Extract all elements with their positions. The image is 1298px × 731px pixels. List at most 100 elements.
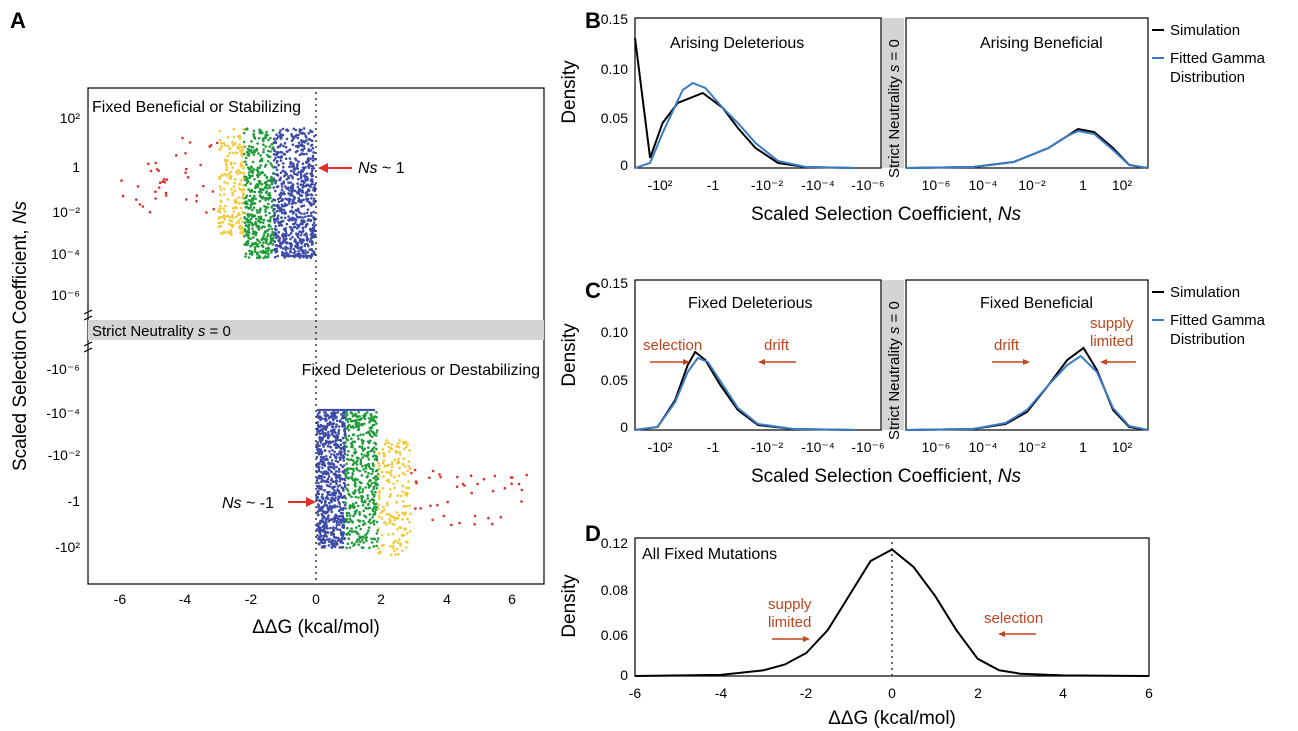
scatter-point (361, 546, 365, 549)
scatter-point (375, 486, 379, 490)
scatter-point (245, 181, 249, 185)
scatter-point (282, 238, 286, 241)
scatter-point (273, 221, 277, 224)
scatter-point (341, 545, 345, 549)
scatter-point (342, 489, 345, 492)
scatter-point (296, 173, 299, 177)
panel-a-y-ticks: 10² 1 10⁻² 10⁻⁴ 10⁻⁶ -10⁻⁶ -10⁻⁴ -10⁻² -… (46, 110, 80, 555)
scatter-point (419, 507, 423, 510)
scatter-point (360, 538, 364, 542)
scatter-point (275, 204, 279, 208)
scatter-point (324, 510, 328, 514)
scatter-point (312, 197, 316, 201)
scatter-point (362, 519, 365, 523)
scatter-point (237, 225, 241, 229)
scatter-point (264, 145, 268, 148)
scatter-point (406, 491, 409, 495)
scatter-point (380, 470, 384, 474)
scatter-point (278, 209, 281, 213)
scatter-point (301, 227, 305, 230)
scatter-point (241, 184, 245, 187)
scatter-point (239, 171, 242, 175)
scatter-point (392, 482, 395, 486)
scatter-point (325, 458, 328, 461)
panel-b-xtick: 10² (1112, 177, 1133, 193)
scatter-point (337, 428, 341, 432)
scatter-point (317, 481, 320, 485)
scatter-point (322, 455, 326, 459)
scatter-point (265, 130, 268, 134)
scatter-point (357, 543, 360, 546)
scatter-point (242, 172, 246, 175)
scatter-point (331, 440, 335, 443)
scatter-point (338, 528, 342, 532)
scatter-point (401, 484, 405, 488)
scatter-point (141, 205, 145, 208)
scatter-point (315, 496, 319, 499)
scatter-point (268, 186, 272, 189)
scatter-point (473, 523, 476, 526)
scatter-point (289, 231, 293, 235)
scatter-point (503, 486, 507, 490)
scatter-point (285, 172, 289, 176)
scatter-point (251, 160, 255, 164)
scatter-point (253, 246, 257, 249)
scatter-point (268, 220, 272, 223)
scatter-point (229, 223, 233, 227)
scatter-point (258, 187, 262, 191)
scatter-point (366, 503, 370, 507)
scatter-point (346, 413, 349, 416)
scatter-point (371, 516, 375, 519)
scatter-point (408, 449, 411, 452)
scatter-point (360, 423, 364, 426)
scatter-point (294, 221, 297, 225)
scatter-point (280, 182, 284, 185)
scatter-point (398, 538, 401, 541)
scatter-point (319, 460, 323, 464)
scatter-point (311, 165, 315, 168)
scatter-point (352, 478, 355, 482)
scatter-point (262, 139, 265, 143)
scatter-point (288, 254, 292, 258)
scatter-point (309, 149, 313, 152)
scatter-point (431, 518, 434, 522)
scatter-point (407, 465, 410, 468)
scatter-point (282, 254, 286, 258)
panel-c-ytick: 0.05 (601, 372, 628, 388)
scatter-point (232, 224, 235, 227)
scatter-point (301, 250, 305, 253)
scatter-point (274, 225, 278, 228)
scatter-point (294, 245, 298, 249)
scatter-point (436, 503, 439, 507)
scatter-point (372, 487, 375, 491)
scatter-point (246, 212, 250, 216)
scatter-point (278, 131, 281, 135)
panel-c-annotation-drift-right: drift (994, 337, 1020, 354)
scatter-point (358, 513, 362, 516)
scatter-point (395, 511, 399, 514)
scatter-point (242, 212, 245, 215)
scatter-point (321, 497, 325, 501)
scatter-point (250, 140, 253, 143)
scatter-point (294, 250, 297, 253)
scatter-point (372, 545, 376, 548)
scatter-point (273, 204, 277, 207)
scatter-point (310, 143, 314, 147)
scatter-point (405, 486, 408, 490)
scatter-point (244, 128, 248, 131)
scatter-point (383, 442, 387, 446)
scatter-point (349, 519, 353, 522)
scatter-point (219, 224, 223, 228)
scatter-point (307, 188, 311, 192)
scatter-point (374, 442, 378, 446)
scatter-point (385, 471, 389, 474)
scatter-point (373, 458, 377, 461)
scatter-point (320, 512, 324, 516)
scatter-point (240, 145, 243, 149)
scatter-point (331, 497, 335, 501)
scatter-point (285, 178, 289, 181)
scatter-point (317, 425, 320, 428)
scatter-point (326, 491, 329, 494)
scatter-point (310, 182, 314, 186)
scatter-point (305, 139, 308, 142)
